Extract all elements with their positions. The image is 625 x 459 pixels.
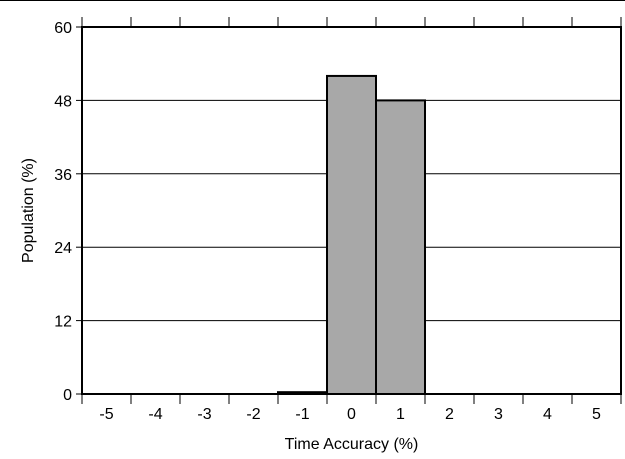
y-tick-label-0: 0 [63,387,72,404]
ticks [76,17,622,404]
x-tick-label--4: -4 [148,406,162,423]
x-tick-label-0: 0 [347,406,356,423]
y-axis-label: Population (%) [20,158,37,263]
x-tick-label--5: -5 [99,406,113,423]
plot-frame [81,26,622,395]
top-rule [0,0,625,1]
y-tick-label-5: 60 [54,20,72,37]
x-axis-label: Time Accuracy (%) [285,436,419,453]
bar-0 [326,74,377,396]
x-tick-label-3: 3 [494,406,503,423]
x-tick-label--2: -2 [246,406,260,423]
y-tick-label-2: 24 [54,240,72,257]
x-tick-label--3: -3 [197,406,211,423]
x-tick-label-4: 4 [543,406,552,423]
y-tick-labels: 0 12 24 36 48 60 [54,20,72,404]
y-tick-label-1: 12 [54,314,72,331]
y-tick-label-3: 36 [54,167,72,184]
x-tick-label-2: 2 [445,406,454,423]
x-tick-label-5: 5 [592,406,601,423]
bars [277,74,426,396]
y-tick-label-4: 48 [54,93,72,110]
x-tick-labels: -5 -4 -3 -2 -1 0 1 2 3 4 5 [99,406,601,423]
x-tick-label--1: -1 [295,406,309,423]
x-tick-label-1: 1 [396,406,405,423]
bar-1 [375,99,426,396]
